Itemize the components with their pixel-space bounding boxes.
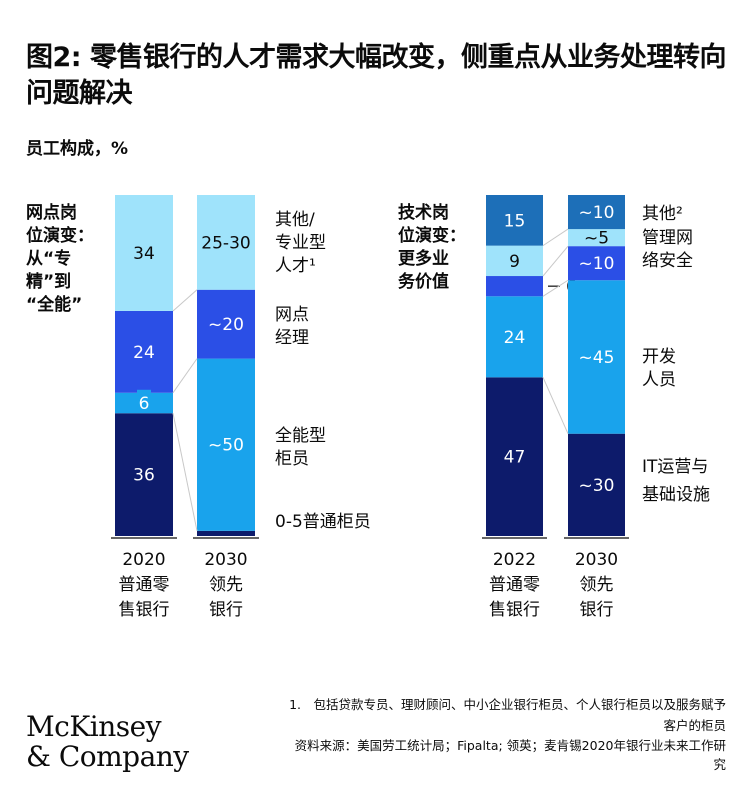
chart0-small-segment-tab: [137, 389, 151, 396]
chart1-legend-item2-line0: IT运营与: [642, 457, 708, 477]
chart1-bar1-category-label-line1: 领先: [580, 575, 614, 595]
footnote: 1. 包括贷款专员、理财顾问、中小企业银行柜员、个人银行柜员以及服务赋予客户的柜…: [289, 697, 726, 733]
chart1-legend-item1-line1: 人员: [642, 370, 676, 390]
chart0-bar1-data-label3: 25-30: [201, 233, 250, 253]
chart-subtitle: 员工构成，%: [26, 139, 129, 159]
chart1-bar1-category-label-line2: 银行: [580, 600, 614, 620]
chart0-bar0-category-label-line1: 普通零: [119, 575, 170, 595]
chart0-legend-item0-line0: 其他/: [275, 210, 315, 230]
logo-line-2: & Company: [26, 740, 189, 773]
chart1-bar0-segment2: [486, 276, 543, 297]
chart0-connector2: [172, 289, 198, 312]
chart1-legend-item0-line0: 其他²: [642, 204, 683, 224]
chart1-group-label-line3: 务价值: [398, 271, 449, 292]
logo-line-1: McKinsey: [26, 710, 162, 743]
chart1-legend-item2-line1: 基础设施: [642, 485, 710, 505]
chart1-bar0-segment0: [486, 377, 543, 536]
chart1-bar1-data-label1: ~45: [579, 348, 615, 368]
chart0-bar0-segment3: [115, 195, 173, 311]
chart0-bar0-segment1: [115, 392, 173, 414]
chart1-bar1-segment4: [568, 195, 625, 230]
chart1-bar0-segment1: [486, 296, 543, 378]
chart0-group-label-line0: 网点岗: [26, 202, 77, 223]
chart0-legend-item3-line0: 0-5普通柜员: [275, 512, 371, 532]
chart0-bar1-segment2: [197, 289, 255, 359]
chart1-bar1-segment3: [568, 229, 625, 247]
chart0-bar0-segment2: [115, 310, 173, 393]
chart1-legend-item0-line1: 管理网: [642, 228, 693, 248]
chart1-bar0-segment4: [486, 195, 543, 246]
chart0-group-label-line1: 位演变：: [26, 225, 94, 246]
chart1-connector0: [542, 377, 569, 434]
chart1-bar1-segment0: [568, 433, 625, 536]
chart1-group-label-line0: 技术岗: [398, 202, 449, 223]
chart1-group-label-line1: 位演变：: [398, 225, 466, 246]
chart0-bar1-category-label-line2: 银行: [209, 600, 243, 620]
chart1-bar1-data-label3: ~5: [584, 229, 609, 249]
chart0-legend-item2-line1: 柜员: [275, 449, 309, 469]
chart0-bar0-segment0: [115, 413, 173, 536]
chart1-bar1-data-label4: ~10: [579, 203, 615, 223]
chart0-legend-item0-line2: 人才¹: [275, 256, 316, 276]
chart0-bar1-category-label-line0: 2030: [204, 550, 247, 570]
chart0-bar0-data-label1: 6: [139, 394, 150, 414]
chart0-bar1-data-label2: ~20: [208, 315, 244, 335]
chart-title: 图2: 零售银行的人才需求大幅改变，侧重点从业务处理转向问题解决: [26, 42, 726, 109]
chart0-group-label-line4: “全能”: [26, 294, 82, 315]
chart1-bar0-data-label4: 15: [504, 211, 526, 231]
chart0-bar0-category-label-line0: 2020: [122, 550, 165, 570]
chart0-legend-item2-line0: 全能型: [275, 426, 326, 446]
chart1-bar0-data-label1: 24: [504, 328, 526, 348]
chart0-bar0-category-label-line2: 售银行: [119, 600, 170, 620]
chart1-bar0-segment3: [486, 245, 543, 277]
chart0-bar1-data-label1: ~50: [208, 436, 244, 456]
chart1-legend-item1-line0: 开发: [642, 347, 676, 367]
chart0-connector1: [172, 358, 198, 394]
chart0-bar1-segment3: [197, 195, 255, 290]
chart0-legend-item1-line1: 经理: [275, 328, 309, 348]
chart0-legend-item1-line0: 网点: [275, 305, 309, 325]
chart1-bar1-segment2: [568, 246, 625, 281]
chart1-bar0-category-label-line1: 普通零: [489, 575, 540, 595]
chart0-bar0-data-label3: 34: [133, 244, 155, 264]
chart0-bar1-segment1: [197, 358, 255, 531]
chart0-connector0: [172, 413, 198, 531]
chart1-bar0-data-label0: 47: [504, 448, 526, 468]
chart0-bar1-segment0: [197, 530, 255, 536]
mckinsey-logo: McKinsey & Company: [26, 712, 189, 772]
chart0-group-label-line2: 从“专: [26, 248, 71, 269]
chart1-connector1: [542, 279, 569, 297]
chart0-group-label-line3: 精”到: [26, 271, 71, 292]
chart1-group-label-line2: 更多业: [398, 248, 449, 269]
chart1-bar0-data-label3: 9: [509, 252, 520, 272]
chart1-legend-item0-line2: 络安全: [642, 251, 693, 271]
chart0-bar0-data-label0: 36: [133, 466, 155, 486]
chart1-bar1-segment1: [568, 280, 625, 434]
source-note: 资料来源：美国劳工统计局；Fipalta; 领英；麦肯锡2020年银行业未来工作…: [294, 738, 726, 772]
chart1-bar1-data-label2: ~10: [579, 254, 615, 274]
chart0-legend-item0-line1: 专业型: [275, 233, 326, 253]
chart1-bar0-category-label-line0: 2022: [493, 550, 536, 570]
chart0-bar0-data-label2: 24: [133, 343, 155, 363]
chart1-bar1-data-label0: ~30: [579, 476, 615, 496]
chart1-connector2: [542, 245, 569, 277]
chart1-bar1-category-label-line0: 2030: [575, 550, 618, 570]
chart0-bar1-category-label-line1: 领先: [209, 575, 243, 595]
chart1-connector3: [542, 228, 569, 247]
chart1-bar0-category-label-line2: 售银行: [489, 600, 540, 620]
